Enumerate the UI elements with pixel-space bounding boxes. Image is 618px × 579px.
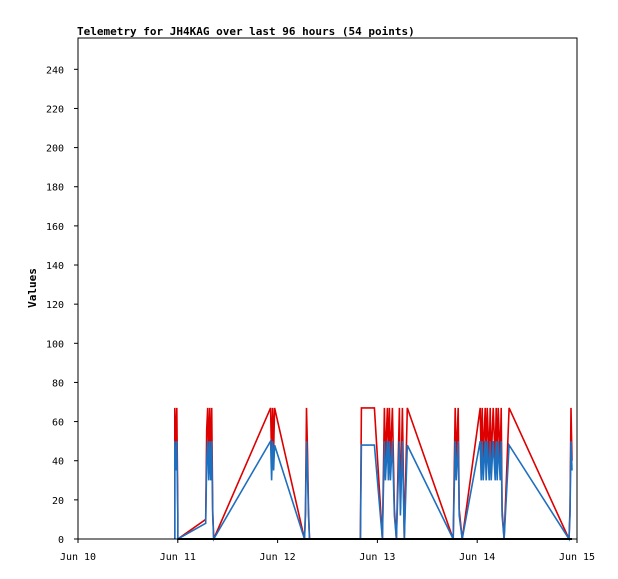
- x-tick-label: Jun 13: [359, 552, 395, 563]
- y-axis-label: Values: [26, 268, 39, 308]
- x-axis: Jun 10 Jun 11 Jun 12 Jun 13 Jun 14 Jun 15: [60, 539, 595, 563]
- y-tick-label: 240: [46, 65, 64, 76]
- x-tick-label: Jun 11: [160, 552, 196, 563]
- y-tick-label: 140: [46, 261, 64, 272]
- x-tick-label: Jun 14: [459, 552, 495, 563]
- plot-content: [174, 407, 573, 542]
- y-tick-label: 220: [46, 104, 64, 115]
- series-line-1: [174, 407, 573, 541]
- x-tick-label: Jun 12: [260, 552, 296, 563]
- y-tick-label: 60: [52, 418, 64, 429]
- y-tick-label: 200: [46, 144, 64, 155]
- y-tick-label: 160: [46, 222, 64, 233]
- y-tick-label: 80: [52, 378, 64, 389]
- y-tick-label: 180: [46, 183, 64, 194]
- y-tick-label: 20: [52, 496, 64, 507]
- x-tick-label: Jun 15: [559, 552, 595, 563]
- series-line-2: [174, 438, 573, 542]
- y-tick-label: 40: [52, 457, 64, 468]
- plot-frame: [77, 37, 578, 540]
- y-tick-label: 100: [46, 339, 64, 350]
- y-axis: 0 20 40 60 80 100 120 140 160 180 200 220 240: [46, 65, 78, 546]
- x-tick-label: Jun 10: [60, 552, 96, 563]
- chart-title: Telemetry for JH4KAG over last 96 hours …: [77, 25, 415, 38]
- y-tick-label: 120: [46, 300, 64, 311]
- y-tick-label: 0: [58, 535, 64, 546]
